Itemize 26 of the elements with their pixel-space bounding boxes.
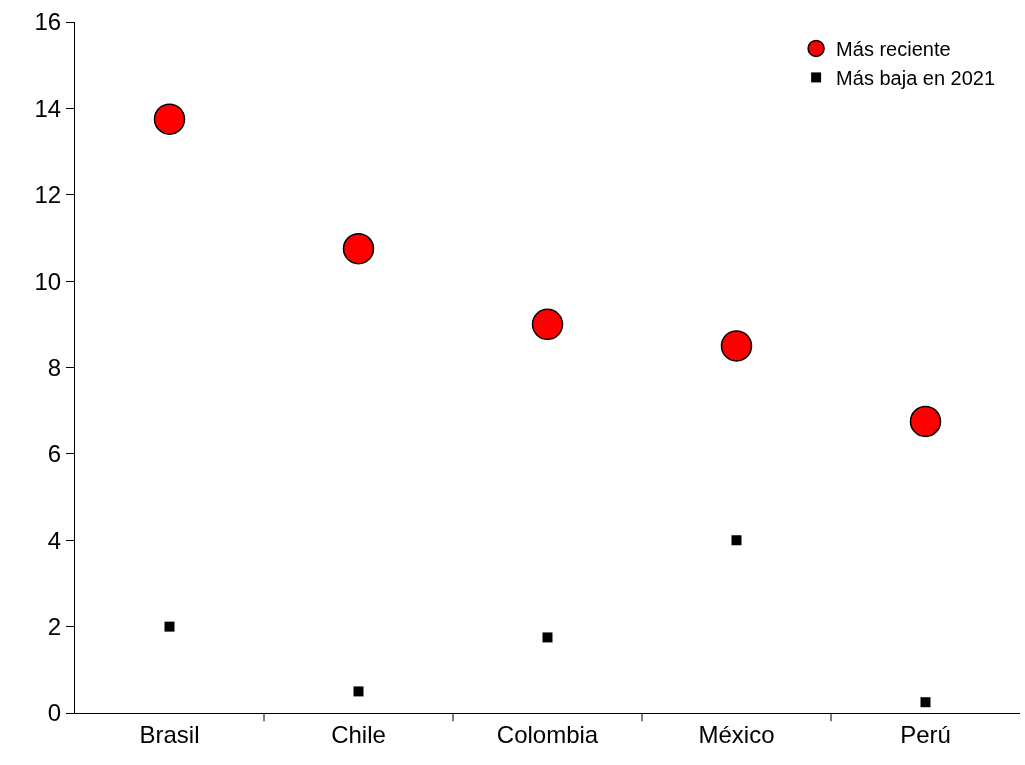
y-tick-label: 14	[34, 94, 62, 122]
point	[531, 308, 564, 341]
y-tick-label: 8	[47, 353, 62, 381]
legend-label: Más baja en 2021	[836, 67, 996, 90]
x-tick-label: Colombia	[496, 720, 599, 748]
point	[542, 632, 553, 643]
y-tick-label: 16	[34, 8, 62, 36]
point	[353, 686, 364, 697]
point	[731, 535, 742, 546]
x-tick-label: México	[698, 720, 775, 748]
y-tick-label: 4	[47, 526, 62, 554]
point	[342, 232, 375, 265]
y-tick-label: 2	[47, 613, 62, 641]
x-tick-label: Perú	[900, 720, 951, 748]
x-tick-label: Brasil	[139, 720, 200, 748]
legend-label: Más reciente	[836, 38, 951, 61]
y-tick-label: 12	[34, 181, 62, 209]
y-tick-label: 6	[47, 440, 62, 468]
y-tick-label: 0	[47, 699, 62, 727]
point	[920, 697, 931, 708]
y-tick-label: 10	[34, 267, 62, 295]
point	[909, 405, 942, 438]
point	[153, 103, 186, 135]
point	[164, 621, 175, 632]
x-tick-label: Chile	[331, 720, 386, 748]
point	[720, 330, 753, 362]
